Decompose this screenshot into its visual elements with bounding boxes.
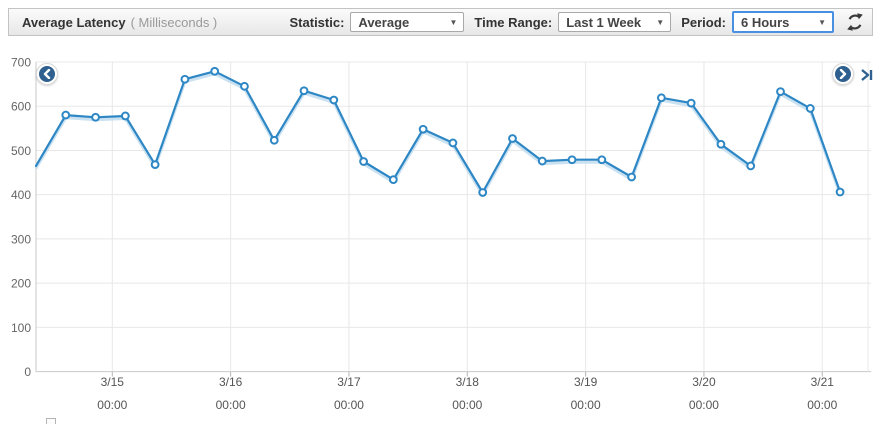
period-dropdown[interactable]: 6 Hours ▼ — [732, 11, 834, 33]
chevron-down-icon: ▼ — [818, 17, 826, 27]
latency-line-chart: 700 600 500 400 300 200 100 0 3/15 00:00 3/16 00:00… — [11, 56, 871, 412]
data-point-marker — [805, 104, 815, 113]
time-range-value: Last 1 Week — [566, 14, 642, 30]
metric-units: ( Milliseconds ) — [130, 14, 218, 30]
period-label: Period: — [681, 14, 726, 30]
x-time-label: 00:00 — [571, 398, 601, 412]
line-shadow — [34, 72, 842, 197]
x-time-label: 00:00 — [334, 398, 364, 412]
data-point-marker — [91, 112, 100, 122]
metric-title: Average Latency — [22, 14, 126, 30]
scroll-right-button[interactable] — [832, 63, 854, 85]
skip-to-latest-button[interactable] — [858, 67, 874, 83]
statistic-dropdown[interactable]: Average ▼ — [350, 12, 465, 32]
data-point-marker — [686, 98, 696, 108]
period-value: 6 Hours — [741, 14, 790, 30]
x-date-label: 3/19 — [574, 375, 598, 389]
data-point-marker — [240, 81, 249, 91]
data-point-marker — [388, 175, 398, 185]
data-point-marker — [448, 138, 458, 148]
data-point-marker — [180, 74, 190, 84]
data-point-marker — [627, 172, 636, 182]
time-range-label: Time Range: — [474, 14, 553, 30]
time-range-dropdown[interactable]: Last 1 Week ▼ — [558, 12, 672, 32]
refresh-button[interactable] — [842, 10, 868, 34]
data-point-marker — [150, 160, 160, 170]
skip-to-latest-icon — [860, 69, 872, 81]
x-date-label: 3/18 — [456, 375, 480, 389]
y-tick-label: 700 — [11, 56, 31, 70]
statistic-value: Average — [358, 14, 410, 30]
y-tick-label: 300 — [11, 232, 31, 246]
data-point-marker — [210, 66, 220, 76]
x-time-label: 00:00 — [689, 398, 719, 412]
scroll-left-button[interactable] — [36, 63, 58, 85]
data-point-marker — [359, 157, 368, 166]
metric-toolbar: Average Latency ( Milliseconds ) Statist… — [8, 8, 873, 36]
data-point-marker — [478, 188, 488, 197]
data-point-marker — [508, 134, 517, 143]
y-tick-label: 0 — [24, 365, 31, 379]
data-point-marker — [746, 161, 756, 171]
data-point-marker — [537, 156, 547, 166]
x-time-label: 00:00 — [807, 398, 837, 412]
legend-checkbox[interactable] — [46, 418, 56, 424]
data-point-marker — [716, 139, 726, 149]
chart-region: 700 600 500 400 300 200 100 0 3/15 00:00 3/16 00:00… — [0, 48, 881, 424]
chevron-down-icon: ▼ — [449, 17, 458, 27]
chevron-left-icon — [39, 66, 55, 82]
data-point-marker — [120, 111, 130, 121]
data-point-marker — [329, 95, 339, 105]
data-point-marker — [418, 124, 428, 134]
y-tick-label: 500 — [11, 144, 31, 158]
chevron-right-icon — [835, 66, 851, 82]
refresh-icon — [847, 13, 863, 31]
y-tick-label: 600 — [11, 100, 31, 114]
data-point-marker — [269, 135, 279, 145]
x-date-label: 3/21 — [811, 375, 835, 389]
x-date-label: 3/15 — [101, 375, 125, 389]
x-time-label: 00:00 — [216, 398, 246, 412]
data-point-marker — [567, 155, 577, 165]
data-point-marker — [597, 155, 607, 165]
x-date-label: 3/16 — [219, 375, 243, 389]
data-point-marker — [656, 93, 666, 103]
x-time-label: 00:00 — [452, 398, 482, 412]
data-point-marker — [835, 187, 845, 197]
data-point-marker — [61, 110, 71, 120]
x-time-label: 00:00 — [97, 398, 127, 412]
y-tick-label: 400 — [11, 188, 31, 202]
data-point-marker — [299, 86, 309, 96]
y-tick-label: 100 — [11, 321, 31, 335]
x-date-label: 3/17 — [337, 375, 361, 389]
y-tick-label: 200 — [11, 277, 31, 291]
latency-line-series — [34, 70, 842, 194]
chevron-down-icon: ▼ — [656, 17, 665, 27]
x-date-label: 3/20 — [692, 375, 716, 389]
statistic-label: Statistic: — [289, 14, 345, 30]
data-point-marker — [776, 87, 785, 97]
